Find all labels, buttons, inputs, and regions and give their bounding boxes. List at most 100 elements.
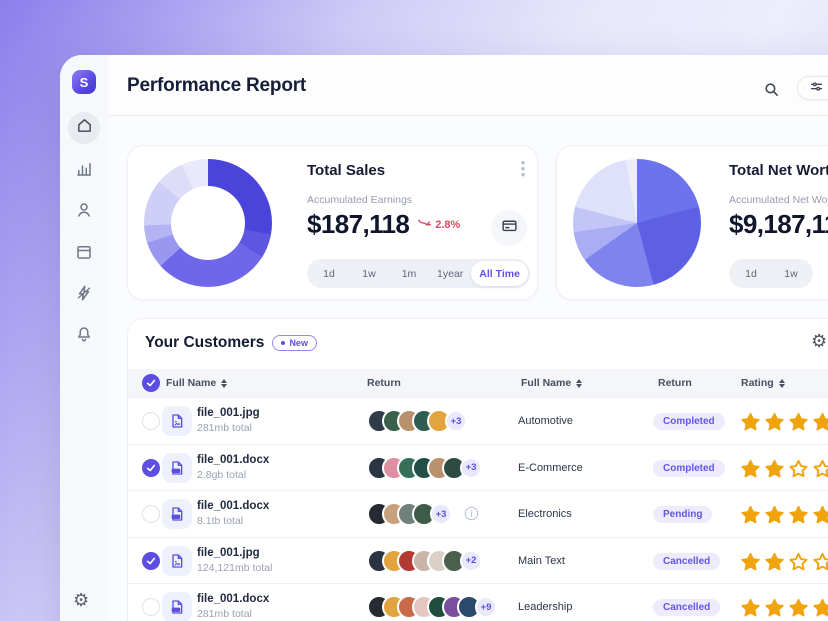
select-all-checkbox[interactable] (142, 374, 160, 392)
star-filled-icon[interactable] (765, 552, 784, 576)
star-outline-icon[interactable] (813, 459, 828, 483)
rating-stars[interactable] (741, 459, 828, 483)
column-header-rating[interactable]: Rating (741, 369, 785, 397)
star-filled-icon[interactable] (741, 459, 760, 483)
time-filter-1w[interactable]: 1w (362, 267, 376, 280)
new-badge: New (272, 335, 317, 351)
table-settings-button[interactable]: ⚙ (811, 332, 827, 350)
sidebar-item-analytics[interactable] (75, 160, 93, 178)
star-filled-icon[interactable] (813, 412, 828, 436)
rating-stars[interactable] (741, 552, 828, 576)
time-filter-all-time[interactable]: All Time (471, 261, 528, 286)
star-filled-icon[interactable] (741, 505, 760, 529)
sidebar-item-settings[interactable]: ⚙ (73, 591, 89, 609)
table-title: Your Customers (145, 334, 265, 351)
time-filter-1d[interactable]: 1d (745, 267, 757, 280)
sort-icon[interactable] (576, 378, 583, 388)
star-filled-icon[interactable] (813, 598, 828, 621)
table-row[interactable]: file_001.jpg 281mb total +3 Automotive C… (128, 397, 828, 444)
star-filled-icon[interactable] (741, 598, 760, 621)
sort-icon[interactable] (778, 378, 785, 388)
calendar-icon (75, 243, 93, 261)
star-filled-icon[interactable] (741, 552, 760, 576)
bar-chart-icon (75, 160, 93, 178)
time-filter-1m[interactable]: 1m (401, 267, 417, 280)
net-worth-amount: $9,187,118 (729, 209, 828, 239)
star-filled-icon[interactable] (765, 598, 784, 621)
table-header: Your Customers New ⚙ (128, 319, 828, 369)
sort-icon[interactable] (221, 378, 228, 388)
row-checkbox[interactable] (142, 551, 160, 570)
sales-time-filter: 1d 1w 1m 1year All Time (307, 259, 530, 288)
sidebar-item-notifications[interactable] (75, 325, 93, 343)
search-button[interactable] (763, 81, 780, 98)
svg-text:DOC: DOC (173, 515, 181, 519)
column-header-full-name[interactable]: Full Name (166, 369, 228, 397)
image-file-icon (162, 406, 192, 436)
table-row[interactable]: DOC file_001.docx 8.1tb total +3 Electro… (128, 490, 828, 537)
star-outline-icon[interactable] (789, 459, 808, 483)
gear-icon: ⚙ (811, 331, 828, 351)
avatar-overflow-badge: +3 (460, 456, 482, 479)
total-net-worth-card: Total Net Worth Accumulated Net Worth $9… (556, 145, 828, 300)
star-filled-icon[interactable] (789, 505, 808, 529)
row-checkbox[interactable] (142, 458, 160, 477)
page-title: Performance Report (127, 75, 307, 96)
net-worth-pie-chart (573, 159, 701, 287)
file-size: 2.8gb total (197, 468, 247, 481)
file-size: 8.1tb total (197, 515, 244, 527)
table-row[interactable]: DOC file_001.docx 2.8gb total +3 E-Comme… (128, 443, 828, 491)
sidebar-item-customers[interactable] (75, 201, 93, 219)
wallet-button[interactable] (491, 210, 527, 246)
star-filled-icon[interactable] (789, 412, 808, 436)
doc-file-icon: DOC (162, 452, 192, 483)
star-filled-icon[interactable] (765, 459, 784, 483)
table-row[interactable]: file_001.jpg 124,121mb total +2 Main Tex… (128, 536, 828, 584)
file-size: 281mb total (197, 608, 252, 620)
star-filled-icon[interactable] (789, 598, 808, 621)
star-filled-icon[interactable] (741, 412, 760, 436)
app-logo[interactable]: S (72, 70, 96, 94)
category-label: Electronics (518, 508, 572, 521)
user-icon (75, 201, 93, 219)
category-label: E-Commerce (518, 461, 583, 474)
avatar-overflow-badge: +2 (460, 549, 482, 572)
card-subtitle: Accumulated Net Worth (729, 194, 828, 206)
column-header-full-name[interactable]: Full Name (521, 369, 583, 397)
rating-stars[interactable] (741, 598, 828, 621)
star-filled-icon[interactable] (765, 505, 784, 529)
home-icon (76, 117, 93, 139)
sidebar-item-calendar[interactable] (75, 243, 93, 261)
star-filled-icon[interactable] (813, 505, 828, 529)
status-badge: Cancelled (653, 599, 721, 616)
doc-file-icon: DOC (162, 499, 192, 529)
doc-file-icon: DOC (162, 592, 192, 621)
star-outline-icon[interactable] (813, 552, 828, 576)
customize-button[interactable]: Cu (797, 76, 828, 100)
trend-down-icon (418, 218, 432, 231)
page-header: Performance Report Cu (108, 55, 828, 116)
star-filled-icon[interactable] (765, 412, 784, 436)
rating-stars[interactable] (741, 412, 828, 436)
time-filter-1w[interactable]: 1w (784, 267, 798, 280)
card-title: Total Net Worth (729, 162, 828, 179)
net-worth-time-filter: 1d 1w (729, 259, 813, 288)
avatar-group: +2 (367, 548, 482, 573)
rating-stars[interactable] (741, 505, 828, 529)
kebab-menu-icon[interactable]: • • • (520, 155, 526, 182)
row-checkbox[interactable] (142, 412, 160, 430)
avatar-overflow-badge: +3 (445, 410, 467, 432)
svg-text:DOC: DOC (173, 608, 181, 612)
info-icon[interactable] (464, 506, 479, 521)
time-filter-1year[interactable]: 1year (437, 267, 464, 280)
sidebar-item-activity[interactable] (75, 284, 93, 302)
row-checkbox[interactable] (142, 505, 160, 523)
table-row[interactable]: DOC file_001.docx 281mb total +9 Leaders… (128, 583, 828, 621)
column-header-row: Full Name Return Full Name Return Rating (128, 369, 828, 397)
card-subtitle: Accumulated Earnings (307, 194, 413, 206)
star-outline-icon[interactable] (789, 552, 808, 576)
sidebar-item-home[interactable] (68, 112, 100, 144)
row-checkbox[interactable] (142, 598, 160, 616)
time-filter-1d[interactable]: 1d (323, 267, 335, 280)
